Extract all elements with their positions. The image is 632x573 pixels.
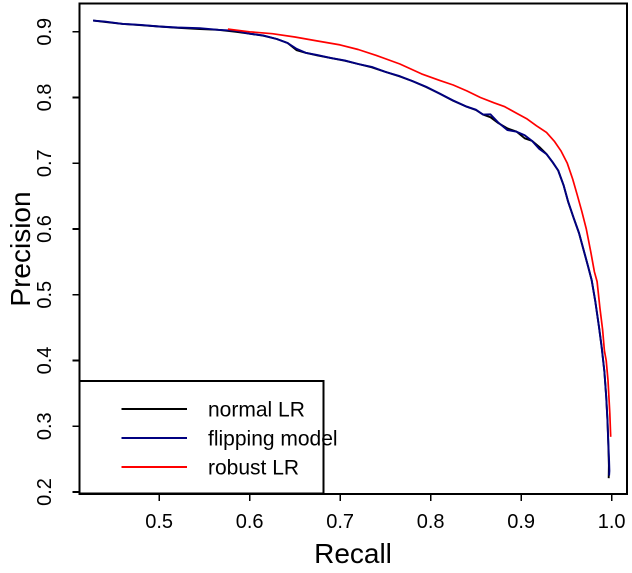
x-axis-title: Recall (314, 538, 392, 568)
x-axis: 0.5 0.6 0.7 0.8 0.9 1.0 (145, 494, 626, 533)
y-tick-label: 0.8 (34, 84, 56, 112)
y-tick-label: 0.5 (34, 281, 56, 309)
x-tick-label: 0.7 (326, 511, 354, 533)
x-tick-label: 0.8 (417, 511, 445, 533)
y-tick-label: 0.7 (34, 149, 56, 177)
x-tick-label: 0.5 (145, 511, 173, 533)
legend-label-normal-lr: normal LR (208, 399, 305, 422)
curve-robust-lr (227, 28, 612, 437)
legend-box (78, 380, 325, 495)
y-tick-label: 0.2 (34, 478, 56, 506)
y-tick-label: 0.9 (34, 18, 56, 46)
curves (92, 19, 612, 479)
y-tick-label: 0.4 (34, 347, 56, 375)
x-tick-label: 1.0 (598, 511, 626, 533)
y-tick-label: 0.6 (34, 215, 56, 243)
x-tick-label: 0.6 (236, 511, 264, 533)
y-axis: 0.2 0.3 0.4 0.5 0.6 0.7 0.8 0.9 (34, 18, 80, 506)
legend-label-flipping-model: flipping model (208, 428, 338, 451)
y-axis-title: Precision (5, 191, 36, 306)
plot-border (78, 2, 628, 495)
x-tick-label: 0.9 (507, 511, 535, 533)
legend-label-robust-lr: robust LR (208, 457, 299, 480)
curve-flipping-model (93, 19, 611, 476)
legend: normal LR flipping model robust LR (78, 380, 338, 495)
y-tick-label: 0.3 (34, 412, 56, 440)
